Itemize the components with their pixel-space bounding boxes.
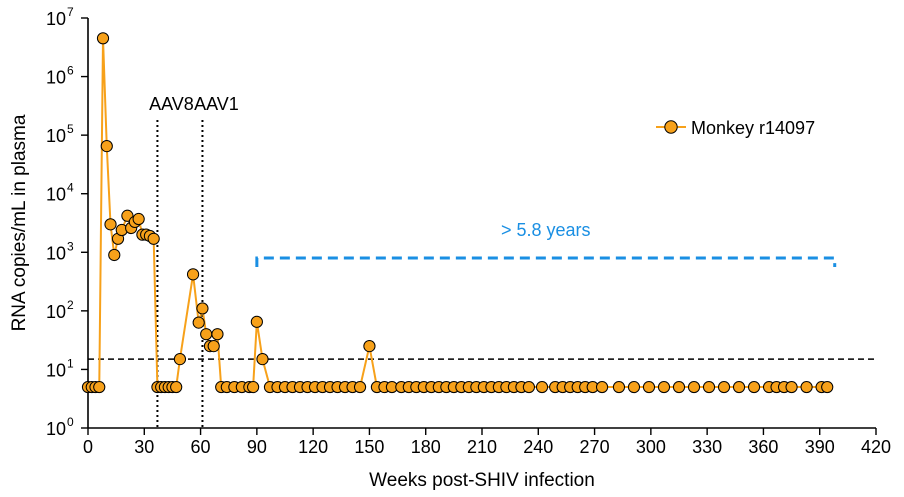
y-tick-exponent: 5 xyxy=(67,122,74,136)
data-point xyxy=(147,232,160,245)
x-tick-label: 180 xyxy=(411,437,441,457)
y-tick-exponent: 2 xyxy=(67,298,74,312)
x-tick-label: 420 xyxy=(861,437,891,457)
data-point xyxy=(627,380,641,394)
data-point xyxy=(256,353,269,366)
data-point xyxy=(821,380,834,394)
data-point xyxy=(93,380,106,394)
x-tick-label: 270 xyxy=(580,437,610,457)
y-axis-label: RNA copies/mL in plasma xyxy=(9,114,30,331)
y-tick-label: 10 xyxy=(46,126,66,146)
data-point xyxy=(785,380,798,394)
x-tick-label: 300 xyxy=(636,437,666,457)
series xyxy=(81,32,834,394)
data-point xyxy=(522,380,536,394)
data-point xyxy=(96,32,110,45)
y-tick-exponent: 3 xyxy=(67,239,74,253)
x-tick-label: 60 xyxy=(191,437,211,457)
y-tick-label: 10 xyxy=(46,243,66,263)
data-point xyxy=(108,248,121,262)
duration-label: > 5.8 years xyxy=(501,220,591,240)
x-tick-label: 360 xyxy=(748,437,778,457)
data-point xyxy=(800,380,813,394)
x-tick-label: 210 xyxy=(467,437,497,457)
x-tick-label: 240 xyxy=(523,437,553,457)
data-point xyxy=(363,340,376,353)
data-point xyxy=(353,380,367,394)
data-point xyxy=(672,380,686,394)
data-point xyxy=(535,380,549,394)
data-point xyxy=(207,340,220,353)
data-point xyxy=(747,380,761,394)
axes xyxy=(87,18,876,429)
x-tick-label: 90 xyxy=(247,437,267,457)
aav-label-aav8: AAV8 xyxy=(149,94,194,114)
data-point xyxy=(717,380,731,394)
data-point xyxy=(247,380,260,394)
data-point xyxy=(173,353,187,366)
y-tick-exponent: 4 xyxy=(67,181,74,195)
y-tick-exponent: 1 xyxy=(67,356,74,370)
aav-label-aav1: AAV1 xyxy=(194,94,239,114)
duration-bracket xyxy=(255,256,837,267)
data-point xyxy=(657,380,671,394)
y-tick-label: 10 xyxy=(46,9,66,29)
x-ticks: 0 30 60 90 120 150 180 210 240 270 300 330 360 390 420 xyxy=(83,428,891,457)
data-point xyxy=(170,380,183,394)
data-point xyxy=(104,218,117,231)
y-tick-exponent: 0 xyxy=(67,415,74,429)
data-point xyxy=(595,380,609,394)
data-point xyxy=(687,380,701,394)
x-tick-label: 390 xyxy=(805,437,835,457)
x-tick-label: 0 xyxy=(83,437,93,457)
series-line xyxy=(88,38,828,389)
y-tick-exponent: 7 xyxy=(67,5,74,19)
x-tick-label: 120 xyxy=(298,437,328,457)
data-point xyxy=(192,316,205,329)
data-point xyxy=(642,380,656,394)
legend-label: Monkey r14097 xyxy=(691,118,815,138)
data-point xyxy=(186,268,200,281)
x-tick-label: 150 xyxy=(354,437,384,457)
y-tick-label: 10 xyxy=(46,68,66,88)
y-tick-label: 10 xyxy=(46,360,66,380)
y-tick-label: 10 xyxy=(46,185,66,205)
legend-marker xyxy=(664,120,678,134)
data-point xyxy=(250,315,263,328)
data-point xyxy=(196,302,209,315)
y-tick-exponent: 6 xyxy=(67,64,74,78)
x-tick-label: 330 xyxy=(692,437,722,457)
data-point xyxy=(612,380,626,394)
data-point xyxy=(732,380,746,394)
data-point xyxy=(200,328,213,341)
y-tick-label: 10 xyxy=(46,302,66,322)
data-point xyxy=(100,140,113,153)
y-tick-label: 10 xyxy=(46,419,66,439)
x-axis-label: Weeks post-SHIV infection xyxy=(369,470,595,491)
x-tick-label: 30 xyxy=(134,437,154,457)
data-point xyxy=(132,212,145,226)
annotations: AAV8 AAV1 > 5.8 years xyxy=(88,94,876,428)
legend: Monkey r14097 xyxy=(656,118,815,138)
data-point xyxy=(211,328,224,341)
data-point xyxy=(702,380,716,394)
